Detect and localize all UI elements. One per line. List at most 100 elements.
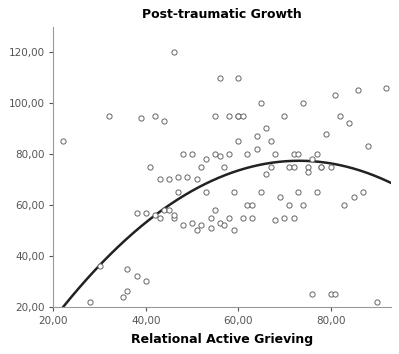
Point <box>281 113 288 119</box>
Point <box>290 164 297 170</box>
Point <box>203 189 209 195</box>
Point <box>383 85 389 91</box>
Title: Post-traumatic Growth: Post-traumatic Growth <box>142 8 302 21</box>
Point <box>203 156 209 162</box>
Point <box>124 289 130 294</box>
Point <box>170 215 177 221</box>
Point <box>258 100 265 106</box>
Point <box>249 215 255 221</box>
Point <box>189 151 195 157</box>
Point <box>300 100 306 106</box>
Point <box>318 164 324 170</box>
Point <box>235 113 241 119</box>
Point <box>170 49 177 55</box>
Point <box>138 115 144 121</box>
Point <box>355 87 361 93</box>
Point <box>328 291 334 297</box>
Point <box>309 291 315 297</box>
Point <box>328 164 334 170</box>
Point <box>207 215 214 221</box>
Point <box>235 113 241 119</box>
Point <box>244 202 251 208</box>
Point <box>133 210 140 215</box>
Point <box>156 215 163 221</box>
Point <box>258 189 265 195</box>
Point <box>226 215 232 221</box>
Point <box>217 154 223 159</box>
Point <box>120 294 126 299</box>
Point <box>286 202 292 208</box>
Point <box>295 189 302 195</box>
Point <box>170 212 177 218</box>
Point <box>212 113 218 119</box>
Point <box>253 133 260 139</box>
Point <box>235 138 241 144</box>
Point <box>267 138 274 144</box>
Point <box>87 299 94 304</box>
Point <box>217 75 223 80</box>
Point <box>341 202 348 208</box>
Point <box>314 151 320 157</box>
Point <box>226 113 232 119</box>
Point <box>124 266 130 271</box>
Point <box>351 194 357 200</box>
Point <box>290 215 297 221</box>
Point <box>198 222 204 228</box>
Point <box>194 228 200 233</box>
X-axis label: Relational Active Grieving: Relational Active Grieving <box>131 333 313 346</box>
Point <box>323 131 329 136</box>
Point <box>332 291 338 297</box>
Point <box>240 215 246 221</box>
Point <box>166 177 172 182</box>
Point <box>240 113 246 119</box>
Point <box>175 174 182 180</box>
Point <box>226 151 232 157</box>
Point <box>97 263 103 269</box>
Point <box>249 202 255 208</box>
Point <box>337 113 343 119</box>
Point <box>300 202 306 208</box>
Point <box>290 151 297 157</box>
Point <box>143 278 149 284</box>
Point <box>212 207 218 213</box>
Point <box>221 222 227 228</box>
Point <box>364 143 371 149</box>
Point <box>318 164 324 170</box>
Point <box>156 177 163 182</box>
Point <box>152 212 158 218</box>
Point <box>263 126 269 131</box>
Point <box>180 151 186 157</box>
Point <box>161 207 168 213</box>
Point <box>152 113 158 119</box>
Point <box>360 189 366 195</box>
Point <box>231 228 237 233</box>
Point <box>253 146 260 152</box>
Point <box>221 164 227 170</box>
Point <box>286 164 292 170</box>
Point <box>332 92 338 98</box>
Point <box>194 177 200 182</box>
Point <box>231 189 237 195</box>
Point <box>180 222 186 228</box>
Point <box>133 273 140 279</box>
Point <box>373 299 380 304</box>
Point <box>217 220 223 225</box>
Point <box>346 121 352 126</box>
Point <box>189 220 195 225</box>
Point <box>207 225 214 230</box>
Point <box>106 113 112 119</box>
Point <box>295 151 302 157</box>
Point <box>198 164 204 170</box>
Point <box>277 194 283 200</box>
Point <box>235 75 241 80</box>
Point <box>281 215 288 221</box>
Point <box>267 164 274 170</box>
Point <box>166 207 172 213</box>
Point <box>272 217 279 223</box>
Point <box>175 189 182 195</box>
Point <box>161 118 168 124</box>
Point <box>304 164 311 170</box>
Point <box>244 151 251 157</box>
Point <box>309 156 315 162</box>
Point <box>59 138 66 144</box>
